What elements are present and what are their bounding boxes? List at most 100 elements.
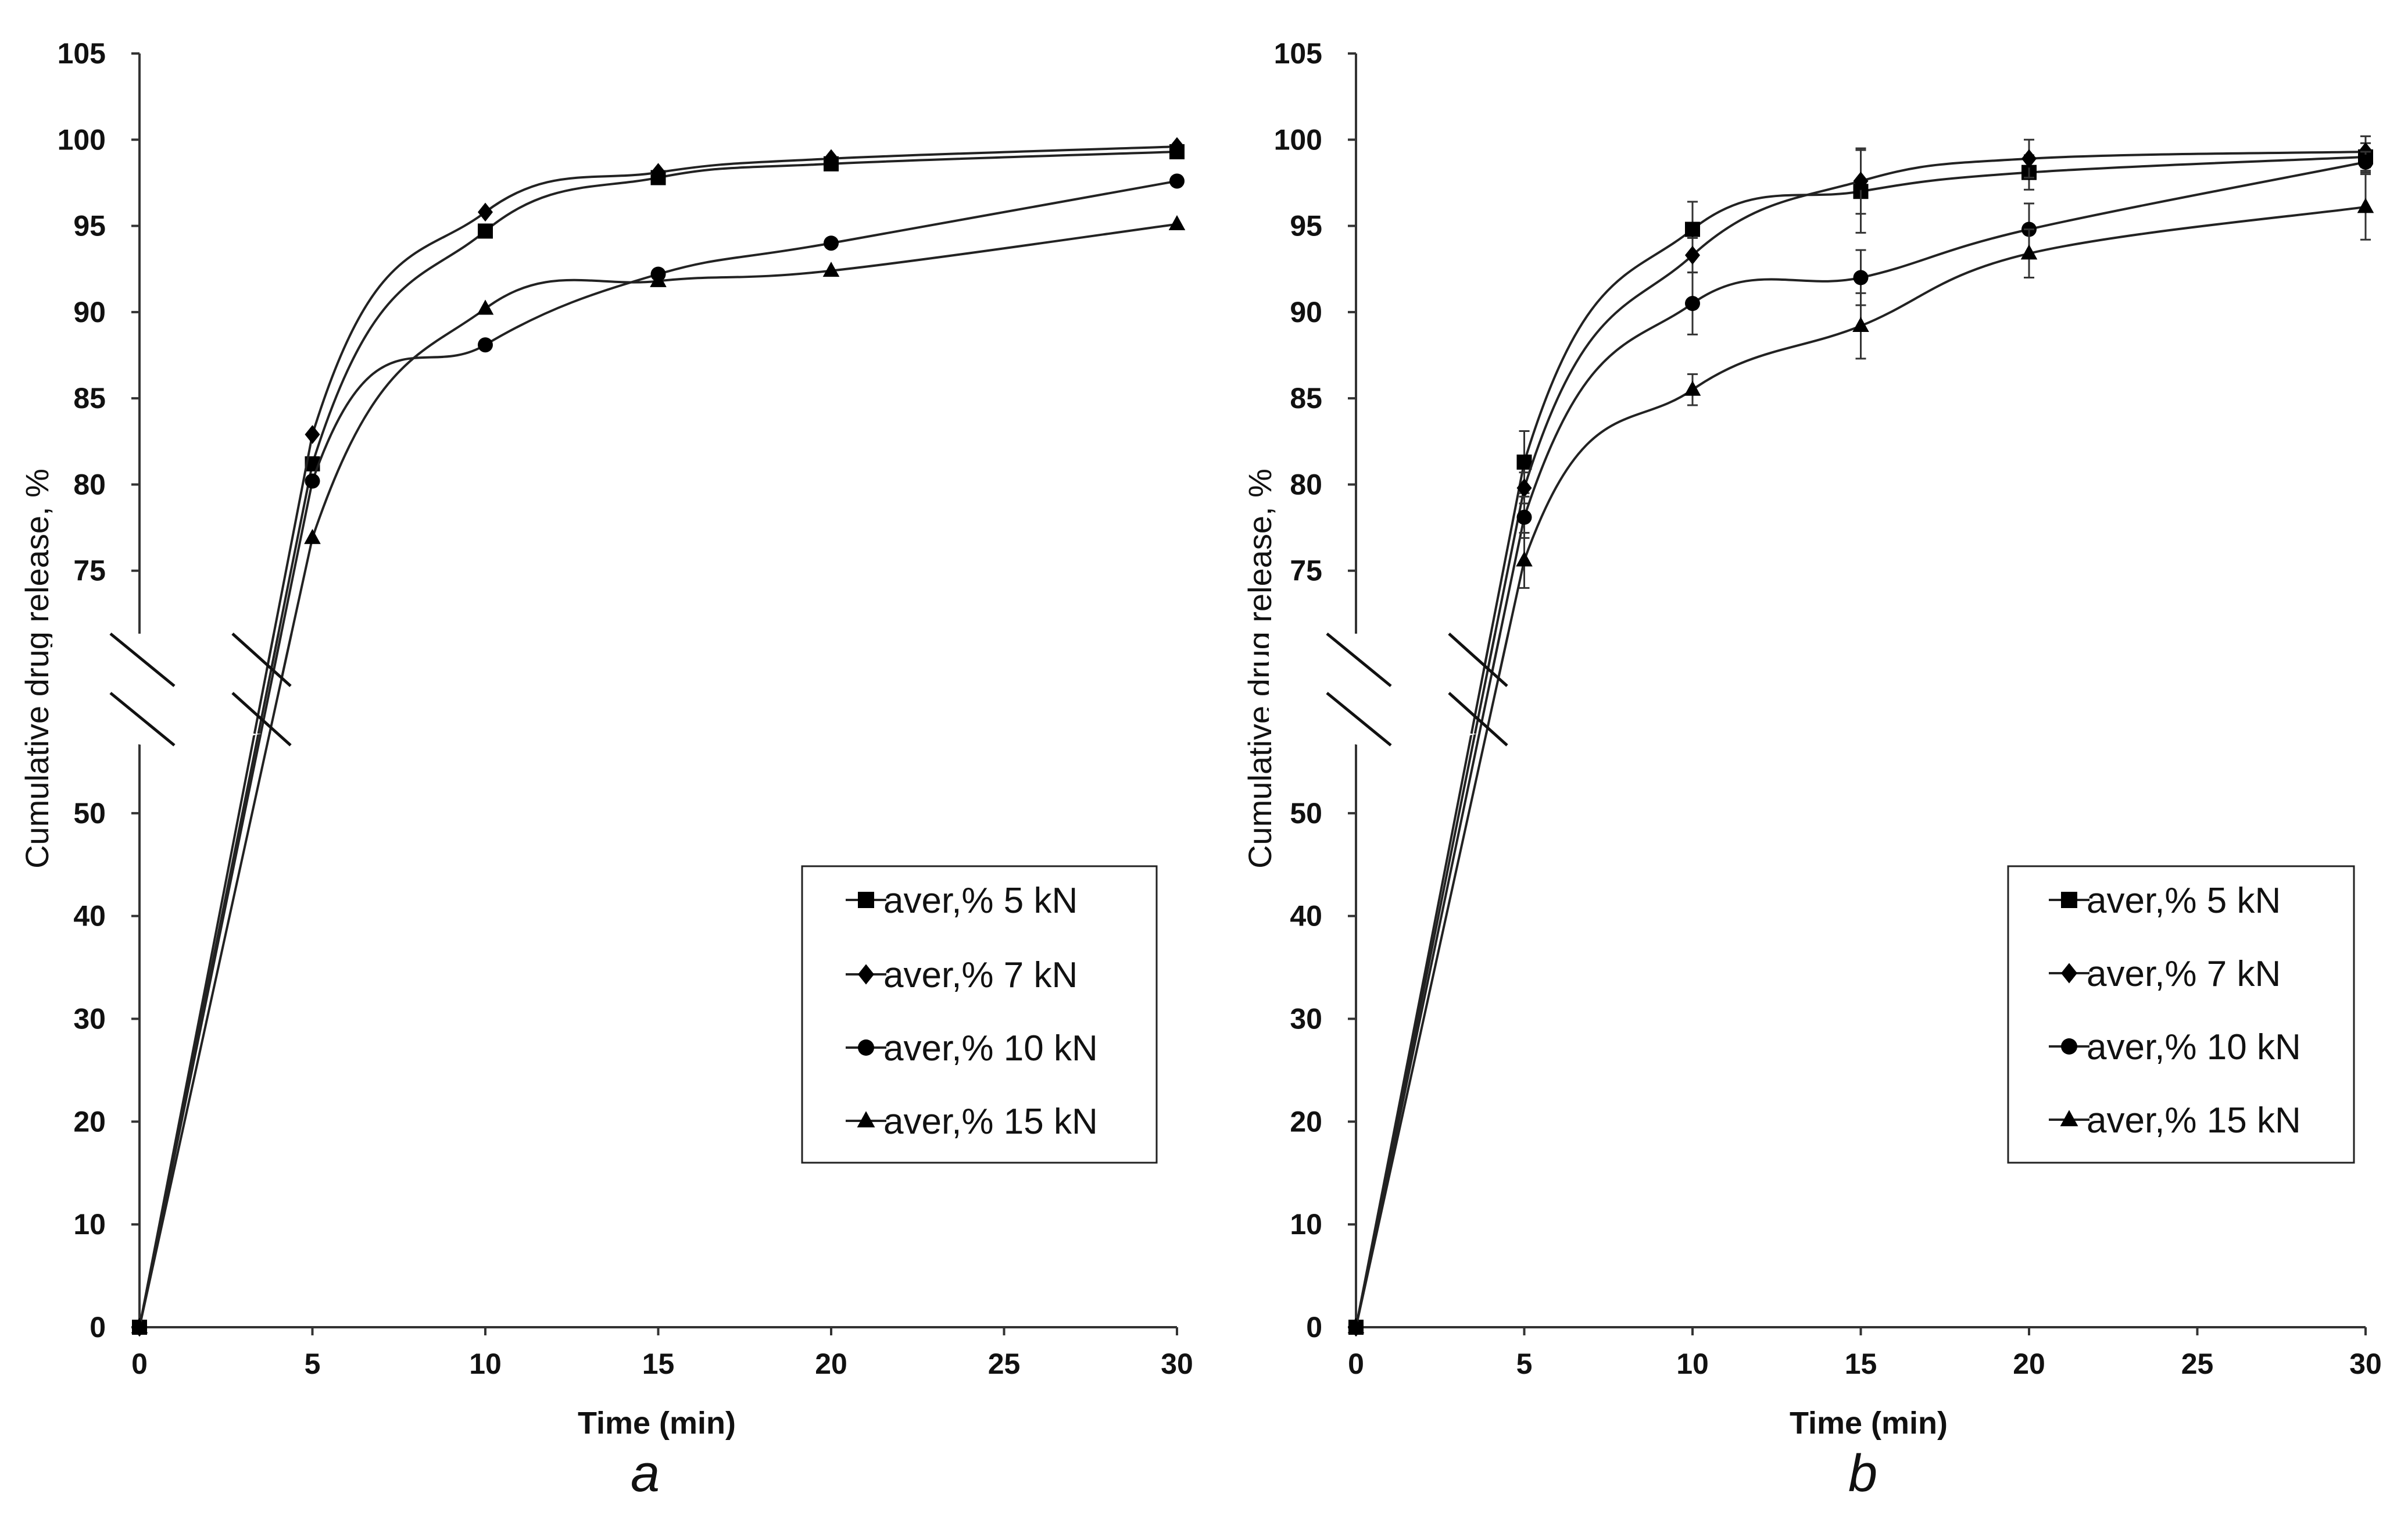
panel-b-point-0-1 bbox=[1516, 454, 1532, 470]
panel-a-x-tick-label-5: 25 bbox=[988, 1348, 1021, 1380]
panel-b-label: b bbox=[1848, 1445, 1877, 1503]
panel-b-y-tick-label-4: 40 bbox=[1290, 900, 1322, 932]
panel-b-y-tick-label-3: 30 bbox=[1290, 1003, 1322, 1035]
panel-a-point-0-2 bbox=[478, 223, 493, 239]
panel-b-legend-marker-0 bbox=[2049, 892, 2089, 908]
panel-b-break-slash-0 bbox=[1326, 633, 1392, 687]
panel-b-legend-label-0: aver,% 5 kN bbox=[2087, 881, 2281, 921]
panel-b-legend-marker-3 bbox=[2049, 1110, 2089, 1127]
panel-b-y-tick-label-11: 90 bbox=[1290, 296, 1322, 328]
panel-a-x-tick-label-0: 0 bbox=[131, 1348, 148, 1380]
panel-b-axis-break bbox=[1269, 633, 1509, 751]
panel-a-point-3-5 bbox=[1168, 215, 1186, 231]
panel-a-legend-label-3: aver,% 15 kN bbox=[883, 1102, 1098, 1142]
panel-a-point-3-0 bbox=[131, 1318, 148, 1334]
panel-b-break-continuation-1 bbox=[1473, 633, 1497, 734]
panel-a-legend-symbol-2 bbox=[858, 1039, 874, 1056]
panel-a-x-tick-label-6: 30 bbox=[1161, 1348, 1193, 1380]
panel-a-y-tick-label-1: 10 bbox=[73, 1208, 106, 1241]
panel-a-legend-symbol-0 bbox=[858, 892, 874, 908]
panel-b: Cumulative drug release, % 0102030405060… bbox=[1241, 37, 2382, 1503]
panel-a-point-1-1 bbox=[305, 425, 320, 444]
panel-a-y-axis-title: Cumulative drug release, % bbox=[19, 469, 55, 869]
panel-b-point-3-3 bbox=[1852, 316, 1869, 332]
panel-b-legend-symbol-2 bbox=[2061, 1038, 2077, 1055]
panel-a-legend-label-2: aver,% 10 kN bbox=[883, 1028, 1098, 1069]
panel-b-y-tick-label-12: 95 bbox=[1290, 210, 1322, 242]
panel-a-point-2-1 bbox=[305, 473, 320, 489]
panel-b-x-tick-label-2: 10 bbox=[1676, 1348, 1709, 1380]
panel-a-break-slash-0 bbox=[109, 633, 176, 687]
panel-b-legend-label-2: aver,% 10 kN bbox=[2087, 1027, 2301, 1067]
panel-b-legend-box bbox=[2007, 865, 2355, 1164]
panel-b-x-tick-label-3: 15 bbox=[1845, 1348, 1877, 1380]
panel-a-x-axis-title: Time (min) bbox=[578, 1406, 736, 1441]
panel-b-legend-marker-1 bbox=[2049, 963, 2089, 984]
panel-a-x-tick-label-4: 20 bbox=[815, 1348, 847, 1380]
panel-b-y-tick-label-13: 100 bbox=[1274, 123, 1322, 156]
panel-a-legend: aver,% 5 kN aver,% 7 kN aver,% 10 kN ave… bbox=[801, 865, 1158, 1164]
panel-b-legend-label-3: aver,% 15 kN bbox=[2087, 1100, 2301, 1141]
panel-a-y-tick-label-12: 95 bbox=[73, 210, 106, 242]
panel-b-y-tick-label-8: 75 bbox=[1290, 555, 1322, 587]
panel-a-y-tick-label-2: 20 bbox=[73, 1105, 106, 1138]
panel-a-point-1-5 bbox=[1169, 137, 1185, 156]
panel-a-plot: 0102030405060707580859095100105051015202… bbox=[52, 37, 1193, 1380]
panel-b-y-tick-label-2: 20 bbox=[1290, 1105, 1322, 1138]
panel-a-point-3-4 bbox=[822, 262, 840, 277]
panel-a-break-continuation-0 bbox=[257, 633, 280, 734]
panel-a-y-tick-label-5: 50 bbox=[73, 797, 106, 830]
panel-b-y-tick-label-0: 0 bbox=[1306, 1311, 1322, 1344]
panel-b-legend-symbol-0 bbox=[2061, 892, 2077, 908]
panel-b-plot: 0102030405060707580859095100105051015202… bbox=[1269, 37, 2382, 1380]
panel-a-y-tick-label-13: 100 bbox=[58, 123, 106, 156]
panel-b-point-0-2 bbox=[1685, 221, 1700, 237]
panel-a-legend-marker-0 bbox=[846, 892, 886, 908]
panel-b-x-tick-label-5: 25 bbox=[2181, 1348, 2214, 1380]
panel-a-point-2-2 bbox=[478, 337, 493, 353]
panel-a-legend-symbol-1 bbox=[858, 964, 874, 985]
panel-b-break-continuation-3 bbox=[1485, 633, 1509, 734]
panel-b-y-tick-label-14: 105 bbox=[1274, 37, 1322, 70]
panel-b-point-1-1 bbox=[1516, 478, 1532, 498]
panel-b-y-tick-label-10: 85 bbox=[1290, 382, 1322, 415]
panel-a-point-3-2 bbox=[477, 299, 494, 315]
panel-b-break-slash-3 bbox=[1448, 692, 1508, 746]
panel-a: Cumulative drug release, % 0102030405060… bbox=[19, 37, 1193, 1503]
panel-b-break-slash-2 bbox=[1326, 692, 1392, 746]
panel-b-y-tick-label-1: 10 bbox=[1290, 1208, 1322, 1241]
panel-b-legend-symbol-1 bbox=[2061, 963, 2077, 984]
panel-b-legend: aver,% 5 kN aver,% 7 kN aver,% 10 kN ave… bbox=[2007, 865, 2355, 1164]
panel-a-x-tick-label-2: 10 bbox=[469, 1348, 502, 1380]
panel-a-axis-break bbox=[52, 633, 293, 751]
panel-a-break-slash-3 bbox=[231, 692, 292, 746]
panel-b-point-2-3 bbox=[1853, 270, 1869, 285]
panel-b-point-1-3 bbox=[1853, 171, 1869, 191]
panel-a-point-1-4 bbox=[824, 149, 839, 169]
panel-b-point-2-5 bbox=[2358, 154, 2373, 170]
panel-a-y-tick-label-3: 30 bbox=[73, 1003, 106, 1035]
panel-b-x-tick-label-6: 30 bbox=[2349, 1348, 2382, 1380]
panel-a-point-3-3 bbox=[650, 271, 667, 287]
panel-a-break-slash-2 bbox=[109, 692, 176, 746]
panel-a-break-continuation-2 bbox=[259, 633, 282, 734]
panel-b-point-3-5 bbox=[2357, 198, 2374, 213]
panel-b-point-3-4 bbox=[2020, 244, 2038, 260]
panel-a-legend-box bbox=[801, 865, 1158, 1164]
panel-a-legend-marker-1 bbox=[846, 964, 886, 985]
panel-b-point-1-4 bbox=[2021, 149, 2037, 169]
panel-b-legend-label-1: aver,% 7 kN bbox=[2087, 954, 2281, 994]
panel-b-x-tick-label-1: 5 bbox=[1516, 1348, 1533, 1380]
panel-a-y-tick-label-0: 0 bbox=[90, 1311, 106, 1344]
panel-a-legend-label-0: aver,% 5 kN bbox=[883, 881, 1078, 921]
panel-a-point-2-4 bbox=[824, 235, 839, 251]
panel-a-break-slash-1 bbox=[231, 633, 292, 687]
panel-a-legend-marker-2 bbox=[846, 1039, 886, 1056]
panel-a-label: a bbox=[631, 1445, 660, 1503]
panel-b-x-tick-label-4: 20 bbox=[2013, 1348, 2045, 1380]
panel-b-point-2-1 bbox=[1516, 509, 1532, 525]
panel-a-x-tick-label-1: 5 bbox=[305, 1348, 321, 1380]
panel-b-x-axis-title: Time (min) bbox=[1790, 1406, 1948, 1441]
panel-b-y-tick-label-9: 80 bbox=[1290, 468, 1322, 501]
